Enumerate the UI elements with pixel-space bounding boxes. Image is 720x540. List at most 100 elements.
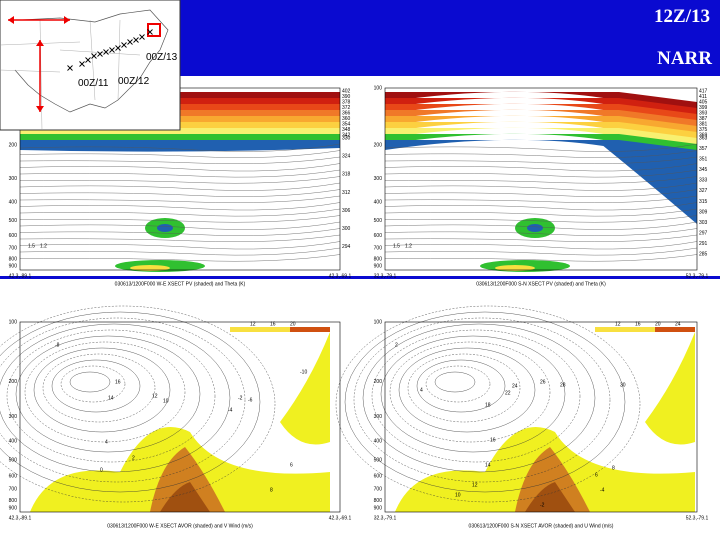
legend-label: 1.5 — [393, 243, 400, 249]
caption: 030613/1200F000 W-E XSECT PV (shaded) an… — [115, 281, 246, 287]
pressure-label: 500 — [9, 218, 18, 224]
pressure-label: 900 — [9, 263, 18, 269]
contour-label: 2 — [395, 342, 398, 348]
wind-contour — [380, 335, 566, 453]
contour-label: 2 — [132, 455, 135, 461]
pressure-label: 300 — [9, 414, 18, 420]
theta-label: 393 — [699, 110, 708, 116]
wind-contour — [335, 305, 641, 503]
wind-contour — [407, 353, 521, 423]
x-marker — [79, 61, 85, 67]
legend-label: 16 — [270, 321, 276, 327]
contour-label: 16 — [115, 379, 121, 385]
theta-contour — [19, 169, 341, 178]
theta-contour — [384, 169, 698, 178]
wind-contour — [416, 359, 506, 413]
x-right-label: 52.3,-79.1 — [686, 515, 709, 521]
x-right-label: 52.3,-79.1 — [686, 273, 709, 279]
theta-contour — [19, 247, 341, 256]
theta-label: 372 — [342, 105, 351, 111]
theta-label: 351 — [699, 156, 708, 162]
theta-contour — [384, 182, 698, 191]
contour-label: -2 — [540, 502, 545, 508]
wind-contour — [362, 323, 596, 473]
legend-bar — [290, 327, 330, 332]
track-label: 00Z/11 — [78, 78, 109, 89]
pressure-label: 500 — [374, 458, 383, 464]
contour-label: 26 — [540, 379, 546, 385]
theta-label: 417 — [699, 88, 708, 94]
pressure-label: 400 — [374, 199, 383, 205]
theta-contour — [384, 234, 698, 242]
wind-contour — [389, 341, 551, 443]
theta-label: 381 — [699, 121, 708, 127]
x-left-label: 42.3,-89.1 — [9, 515, 32, 521]
contour-label: -2 — [238, 395, 243, 401]
pressure-label: 100 — [374, 319, 383, 325]
wind-contour — [353, 317, 611, 483]
theta-contour — [19, 150, 341, 158]
theta-contour — [384, 221, 698, 230]
theta-label: 291 — [699, 241, 708, 247]
theta-contour — [384, 215, 698, 223]
theta-contour — [19, 156, 341, 164]
theta-label: 399 — [699, 105, 708, 111]
theta-label: 294 — [342, 244, 351, 250]
theta-label: 411 — [699, 94, 707, 100]
divider — [0, 276, 720, 279]
legend-label: 1.5 — [28, 243, 35, 249]
pv-core — [130, 265, 170, 271]
pressure-label: 200 — [9, 142, 18, 148]
theta-contour — [19, 234, 341, 242]
theta-contour — [384, 228, 698, 236]
track-markers — [67, 29, 153, 71]
legend-label: 1.2 — [405, 243, 412, 249]
contour-label: 24 — [512, 383, 518, 389]
caption: 030613/1200F000 S-N XSECT PV (shaded) an… — [476, 281, 606, 287]
contour-label: 16 — [490, 437, 496, 443]
wind-contour — [15, 335, 201, 453]
theta-label: 312 — [342, 190, 351, 196]
legend-label: 12 — [250, 321, 256, 327]
caption: 030613/1200F000 W-E XSECT AVOR (shaded) … — [107, 523, 253, 529]
contour-label: 12 — [472, 482, 478, 488]
contour-label: -6 — [248, 397, 253, 403]
source-title: NARR — [657, 48, 712, 69]
x-marker — [127, 39, 133, 45]
theta-label: 315 — [699, 199, 708, 205]
theta-label: 327 — [699, 188, 708, 194]
wind-contour — [51, 359, 141, 413]
pv-shading — [385, 121, 697, 182]
contour-label: -4 — [228, 407, 233, 413]
legend-label: 16 — [635, 321, 641, 327]
x-marker — [115, 45, 121, 51]
wind-contour — [6, 329, 216, 463]
pressure-label: 800 — [374, 498, 383, 504]
x-marker — [91, 53, 97, 59]
theta-contour — [384, 176, 698, 184]
legend-label: 20 — [655, 321, 661, 327]
wind-contour — [60, 365, 126, 403]
contour-label: 8 — [270, 487, 273, 493]
pressure-label: 200 — [374, 379, 383, 385]
legend-bar — [595, 327, 655, 332]
theta-contour — [384, 254, 698, 262]
pressure-label: 100 — [374, 85, 383, 91]
avor-shading — [645, 332, 695, 445]
theta-label: 390 — [342, 94, 351, 100]
legend-label: 1.2 — [40, 243, 47, 249]
theta-contour — [384, 143, 698, 152]
theta-label: 324 — [342, 153, 351, 159]
pv-shading — [385, 91, 697, 112]
theta-label: 387 — [699, 116, 708, 122]
pressure-label: 600 — [9, 473, 18, 479]
pressure-label: 600 — [9, 233, 18, 239]
contour-label: 10 — [455, 492, 461, 498]
theta-contour — [384, 195, 698, 203]
theta-label: 405 — [699, 99, 708, 105]
theta-label: 348 — [342, 127, 351, 133]
theta-label: 300 — [342, 226, 351, 232]
theta-label: 306 — [342, 208, 351, 214]
